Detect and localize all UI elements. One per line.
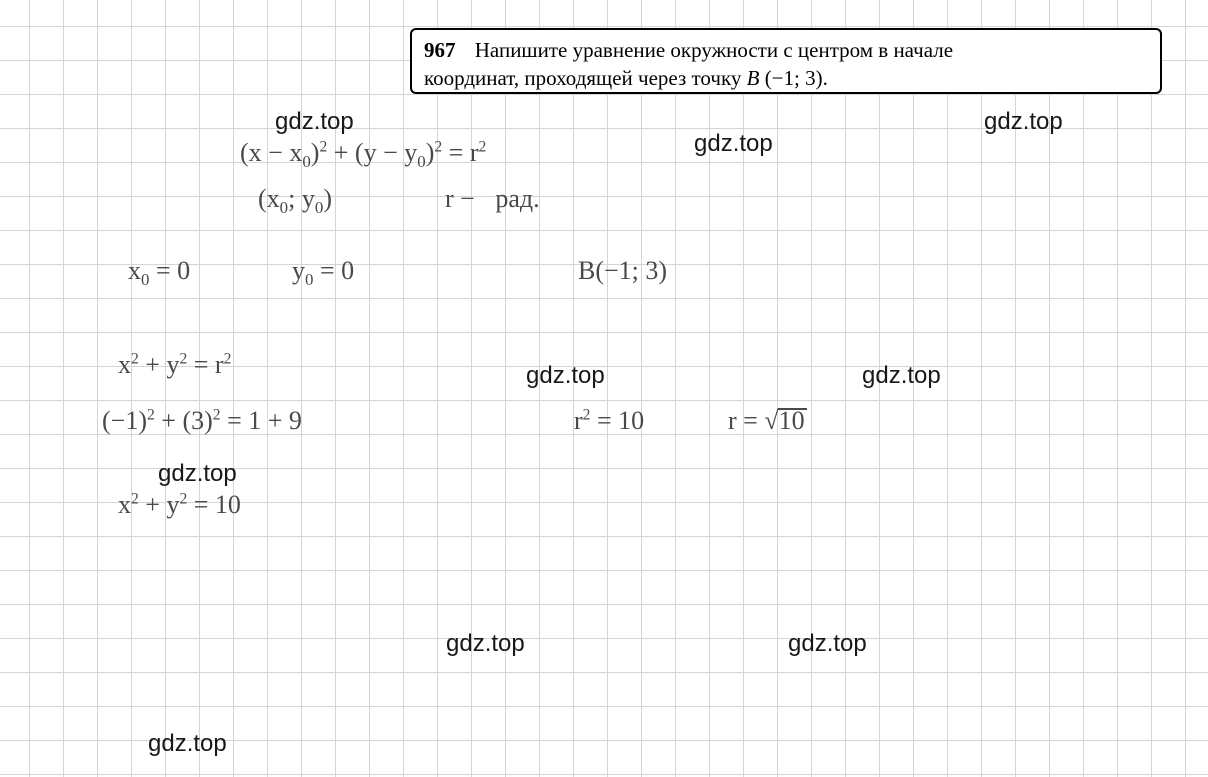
watermark: gdz.top	[275, 108, 354, 136]
sub-zero: 0	[417, 152, 425, 171]
watermark: gdz.top	[984, 108, 1063, 136]
eq-part: = 0	[149, 256, 190, 285]
watermark: gdz.top	[446, 630, 525, 658]
circle-eq: x2 + y2 = r2	[118, 350, 231, 380]
final-eq: x2 + y2 = 10	[118, 490, 241, 520]
x0-eq: x0 = 0	[128, 256, 190, 290]
sub-zero: 0	[302, 152, 310, 171]
eq-part: рад.	[495, 184, 539, 213]
eq-part: = 10	[590, 406, 644, 435]
eq-part: ; y	[288, 184, 315, 213]
sqrt-icon: √10	[764, 406, 804, 436]
eq-part: = 0	[313, 256, 354, 285]
watermark: gdz.top	[526, 362, 605, 390]
sup-two: 2	[479, 138, 487, 155]
substitution: (−1)2 + (3)2 = 1 + 9	[102, 406, 302, 436]
sup-two: 2	[131, 490, 139, 507]
eq-part: + (3)	[155, 406, 213, 435]
eq-part: = r	[187, 350, 223, 379]
sup-two: 2	[147, 406, 155, 423]
problem-point-coords: (−1; 3).	[765, 66, 828, 90]
sub-zero: 0	[280, 198, 288, 217]
problem-point-label: B	[747, 66, 760, 90]
eq-part: y	[292, 256, 305, 285]
point-b-hand: B(−1; 3)	[578, 256, 667, 286]
eq-part: r	[574, 406, 583, 435]
eq-part: )	[323, 184, 332, 213]
sup-two: 2	[213, 406, 221, 423]
problem-number: 967	[424, 38, 456, 62]
watermark: gdz.top	[788, 630, 867, 658]
eq-part: = 10	[187, 490, 241, 519]
watermark: gdz.top	[694, 130, 773, 158]
eq-part: (x	[258, 184, 280, 213]
eq-part: + y	[139, 350, 180, 379]
r-radius-label: r − рад.	[445, 184, 540, 214]
eq-part: + y	[139, 490, 180, 519]
watermark: gdz.top	[158, 460, 237, 488]
problem-text-line2: координат, проходящей через точку	[424, 66, 747, 90]
eq-part: x	[118, 490, 131, 519]
sup-two: 2	[224, 350, 232, 367]
eq-part: r =	[728, 406, 764, 435]
problem-box: 967 Напишите уравнение окружности с цент…	[410, 28, 1162, 94]
sqrt-content: √10	[764, 406, 804, 435]
sup-two: 2	[434, 138, 442, 155]
eq-plus: +	[327, 138, 355, 167]
eq-part: x	[128, 256, 141, 285]
r2-eq-10: r2 = 10	[574, 406, 644, 436]
eq-part: = r	[442, 138, 478, 167]
sup-two: 2	[131, 350, 139, 367]
eq-part: x	[118, 350, 131, 379]
eq-part: (−1)	[102, 406, 147, 435]
eq-part: (x − x	[240, 138, 302, 167]
eq-part: r −	[445, 184, 475, 213]
watermark: gdz.top	[862, 362, 941, 390]
y0-eq: y0 = 0	[292, 256, 354, 290]
watermark: gdz.top	[148, 730, 227, 758]
r-eq-sqrt10: r = √10	[728, 406, 805, 436]
problem-text-line1: Напишите уравнение окружности с центром …	[475, 38, 953, 62]
eq-part: = 1 + 9	[221, 406, 302, 435]
eq-part: (y − y	[355, 138, 417, 167]
eq-general: (x − x0)2 + (y − y0)2 = r2	[240, 138, 486, 172]
center-pair: (x0; y0)	[258, 184, 332, 218]
